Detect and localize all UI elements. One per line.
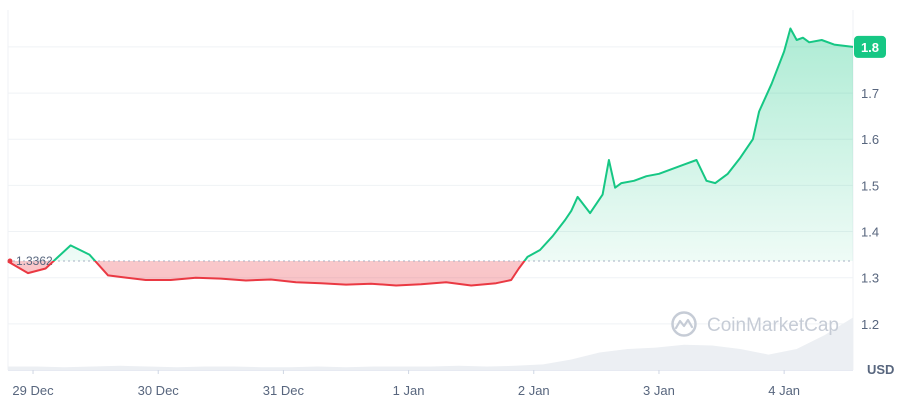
price-fill-above — [53, 28, 853, 261]
x-tick-label: 3 Jan — [643, 383, 675, 398]
x-axis: 29 Dec 30 Dec 31 Dec 1 Jan 2 Jan 3 Jan 4 Jan — [12, 370, 800, 398]
volume-area — [8, 317, 853, 370]
price-fill-below — [8, 260, 853, 286]
x-tick-label: 31 Dec — [263, 383, 305, 398]
price-line-below — [7, 260, 526, 287]
y-tick-label: 1.3 — [861, 271, 879, 286]
price-fill — [8, 28, 853, 286]
volume-shape — [8, 317, 853, 370]
y-tick-label: 1.6 — [861, 132, 879, 147]
price-line — [7, 27, 854, 287]
watermark-text: CoinMarketCap — [707, 315, 839, 336]
price-line-above — [8, 27, 854, 261]
x-tick-label: 4 Jan — [768, 383, 800, 398]
y-tick-label: 1.2 — [861, 317, 879, 332]
x-tick-label: 30 Dec — [138, 383, 180, 398]
current-price-badge: 1.8 — [854, 35, 886, 58]
y-tick-label: 1.4 — [861, 225, 879, 240]
watermark: CoinMarketCap — [671, 311, 839, 337]
reference-label: 1.3362 — [16, 254, 53, 268]
coinmarketcap-logo-icon — [671, 311, 697, 337]
coinmarketcap-logo-wave — [674, 318, 694, 330]
y-axis: 1.2 1.3 1.4 1.5 1.6 1.7 1.8 — [861, 40, 879, 332]
current-price-value: 1.8 — [861, 40, 879, 55]
currency-unit-label: USD — [867, 362, 894, 377]
y-tick-label: 1.7 — [861, 86, 879, 101]
y-tick-label: 1.5 — [861, 178, 879, 193]
x-tick-label: 29 Dec — [12, 383, 54, 398]
x-tick-label: 2 Jan — [518, 383, 550, 398]
current-price-badge-bg — [854, 35, 886, 58]
x-tick-label: 1 Jan — [393, 383, 425, 398]
